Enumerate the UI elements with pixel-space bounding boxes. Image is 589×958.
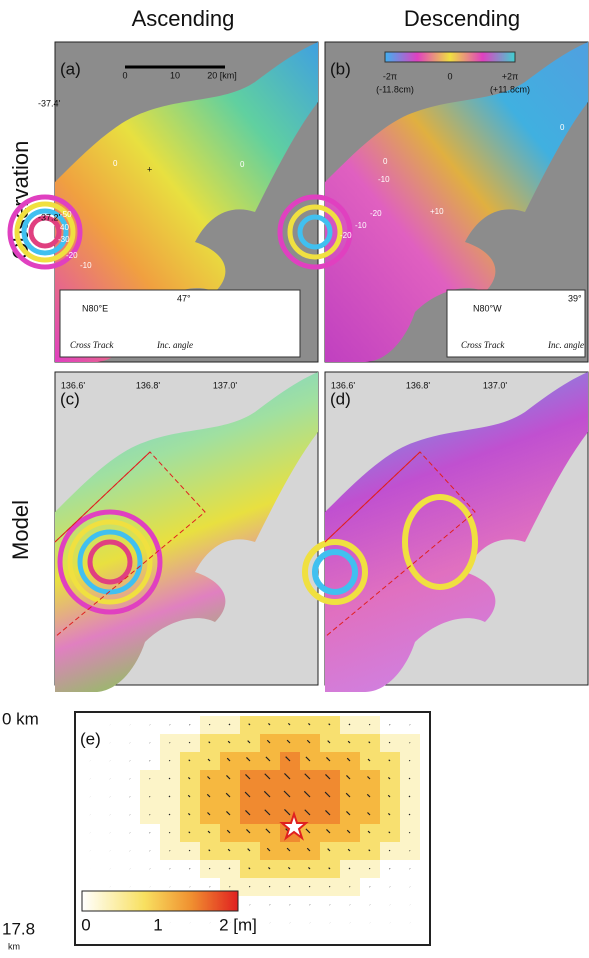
depth-label: km xyxy=(8,941,20,951)
contour-label: 0 xyxy=(560,123,565,132)
lon-label: 136.6' xyxy=(61,380,86,390)
slip-arrow xyxy=(169,760,170,761)
contour-label: 0 xyxy=(383,157,388,166)
contour-label: -20 xyxy=(370,209,382,218)
slip-colorbar-label: 1 xyxy=(153,915,162,934)
contour-label: -10 xyxy=(378,175,390,184)
slip-arrow xyxy=(169,796,170,797)
inset-angle: 47° xyxy=(177,293,191,303)
slip-colorbar xyxy=(82,891,238,911)
panel-label: (b) xyxy=(330,59,351,78)
slip-arrow xyxy=(369,724,370,725)
inset-inc: Inc. angle xyxy=(547,340,584,350)
lat-label: -37.2' xyxy=(38,212,61,222)
slip-arrow xyxy=(229,868,230,869)
inset-direction: N80°W xyxy=(473,303,502,313)
slip-arrow xyxy=(329,886,330,887)
depth-label: 17.8 xyxy=(2,919,35,938)
slip-arrow xyxy=(169,832,170,833)
slip-arrow xyxy=(269,886,270,887)
column-header: Descending xyxy=(404,6,520,31)
slip-arrow xyxy=(409,832,410,833)
contour-label: -50 xyxy=(60,210,72,219)
panel-label: (c) xyxy=(60,389,80,408)
phase-unit: (-11.8cm) xyxy=(376,84,414,94)
column-header: Ascending xyxy=(132,6,235,31)
slip-arrow xyxy=(169,814,170,815)
cross: + xyxy=(147,164,152,174)
contour-label: 40 xyxy=(60,223,69,232)
contour-label: 0 xyxy=(240,160,245,169)
phase-label: 0 xyxy=(447,71,452,81)
phase-unit: (+11.8cm) xyxy=(490,84,530,94)
inset-track: Cross Track xyxy=(461,340,505,350)
slip-arrow xyxy=(409,796,410,797)
lat-label: -37.4' xyxy=(38,98,61,108)
slip-arrow xyxy=(209,724,210,725)
slip-arrow xyxy=(189,742,190,743)
phase-label: -2π xyxy=(383,71,397,81)
slip-arrow xyxy=(209,868,210,869)
panel-a: + xyxy=(10,42,318,362)
slip-arrow xyxy=(189,850,190,851)
lon-label: 137.0' xyxy=(213,380,238,390)
panel-b xyxy=(280,42,588,362)
contour-label: -10 xyxy=(355,221,367,230)
figure: Ascending Descending Observation Model +… xyxy=(0,0,589,953)
contour-label: -30 xyxy=(58,235,70,244)
contour-label: +10 xyxy=(430,207,444,216)
panel-c xyxy=(55,372,318,692)
contour-label: -20 xyxy=(340,231,352,240)
slip-arrow xyxy=(149,796,150,797)
slip-arrow xyxy=(349,868,350,869)
contour-label: -20 xyxy=(66,251,78,260)
contour-label: 0 xyxy=(190,295,195,304)
lon-label: 136.8' xyxy=(406,380,431,390)
panel-label: (e) xyxy=(80,729,101,748)
panel-d xyxy=(305,372,588,692)
slip-arrow xyxy=(369,868,370,869)
slip-colorbar-label: 0 xyxy=(81,915,90,934)
slip-colorbar-label: 2 [m] xyxy=(219,915,257,934)
inset-inc: Inc. angle xyxy=(156,340,193,350)
lon-label: 137.0' xyxy=(483,380,508,390)
slip-arrow xyxy=(389,742,390,743)
inset-direction: N80°E xyxy=(82,303,108,313)
panel-label: (d) xyxy=(330,389,351,408)
depth-label: 0 km xyxy=(2,709,39,728)
inset-angle: 39° xyxy=(568,293,582,303)
lon-label: 136.6' xyxy=(331,380,356,390)
slip-arrow xyxy=(249,886,250,887)
slip-arrow xyxy=(309,886,310,887)
slip-arrow xyxy=(389,850,390,851)
panel-label: (a) xyxy=(60,59,81,78)
phase-label: +2π xyxy=(502,71,518,81)
scale-label: 20 [km] xyxy=(207,70,237,80)
contour-label: 0 xyxy=(113,159,118,168)
slip-arrow xyxy=(409,760,410,761)
scale-label: 0 xyxy=(122,70,127,80)
slip-arrow xyxy=(229,724,230,725)
slip-arrow xyxy=(169,778,170,779)
slip-arrow xyxy=(289,886,290,887)
contour-label: -10 xyxy=(80,261,92,270)
slip-arrow xyxy=(349,724,350,725)
lon-label: 136.8' xyxy=(136,380,161,390)
slip-arrow xyxy=(409,778,410,779)
inset-track: Cross Track xyxy=(70,340,114,350)
slip-arrow xyxy=(409,814,410,815)
row-header: Model xyxy=(8,500,33,560)
scale-label: 10 xyxy=(170,70,180,80)
